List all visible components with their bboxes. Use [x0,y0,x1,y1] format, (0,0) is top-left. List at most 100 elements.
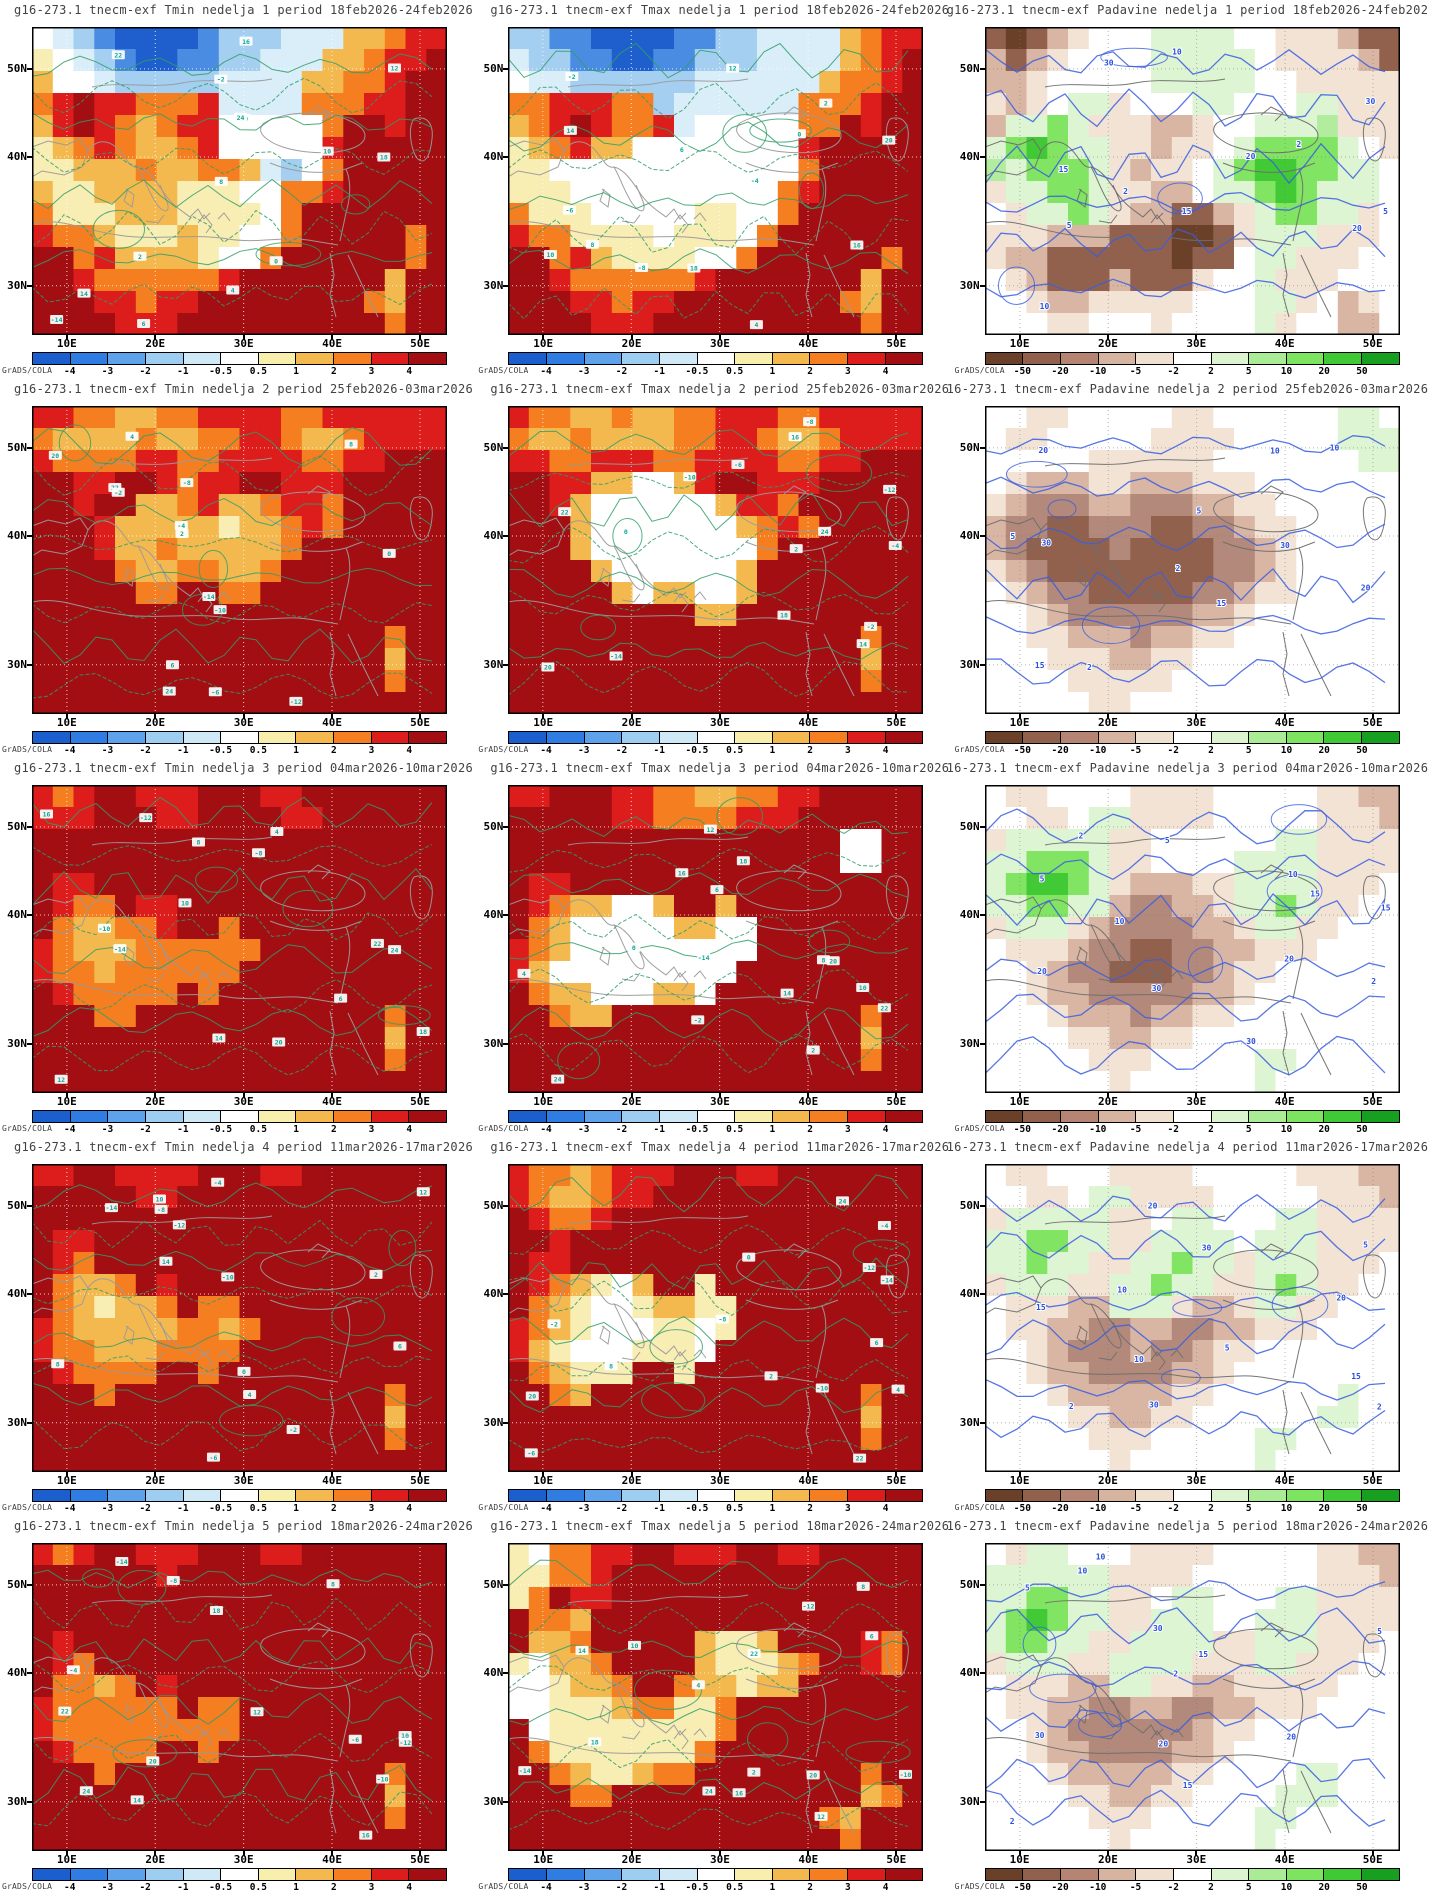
map-fill-cell [1192,428,1214,451]
contour-value-label: 18 [780,612,788,620]
map-fill-cell [612,71,634,94]
lon-tick [331,1093,334,1098]
map-fill-cell [260,450,282,473]
map-fill-cell [549,1274,572,1297]
map-fill-cell [1026,494,1048,517]
map-fill-cell [343,1208,365,1231]
lon-axis-label: 40E [1274,337,1295,350]
colorbar-segment [810,353,849,364]
map-fill-cell [1233,115,1256,138]
map-fill-cell [695,450,717,473]
colorbar-tick-label: 4 [882,745,889,756]
map-fill-cell [177,1071,199,1093]
colorbar-tick-label: 4 [406,1882,413,1893]
map-fill-cell [653,582,676,605]
map-frame [508,406,924,714]
map-fill-cell [322,516,344,539]
map-fill-cell [1212,939,1235,962]
map-fill-cell [156,1609,178,1632]
map-fill-cell [1233,269,1256,292]
map-fill-cell [1233,137,1256,160]
map-fill-cell [1275,247,1297,270]
map-fill-cell [198,538,220,561]
map-fill-cell [736,1186,759,1209]
map-fill-cell [529,1384,551,1407]
contour-line [984,88,1386,128]
map-fill-cell [736,1543,759,1566]
coastline [269,1299,363,1379]
map-fill-cell [1295,291,1318,314]
map-fill-cell [1171,582,1193,605]
map-fill-cell [632,1274,655,1297]
map-fill-cell [343,1807,365,1830]
map-fill-cell [902,1428,924,1451]
map-fill-cell [736,873,759,896]
map-fill-cell [1378,181,1400,204]
map-fill-cell [1171,939,1193,962]
map-fill-cell [405,538,427,561]
map-fill-cell [1005,1005,1027,1028]
map-fill-cell [798,428,821,451]
map-fill-cell [1358,313,1380,335]
coastline [1150,591,1184,613]
map-fill-cell [1109,829,1131,852]
map-fill-cell [1150,851,1173,874]
map-fill-cell [322,428,344,451]
map-fill-cell [695,961,717,984]
map-fill-cell [218,1631,241,1654]
map-fill-cell [1192,291,1214,314]
colorbar-segment [1211,732,1250,743]
map-fill-cell [1067,313,1090,335]
map-fill-cell [778,1609,800,1632]
contour-line [508,192,909,211]
map-fill-cell [135,1543,158,1566]
map-fill-cell [73,560,95,583]
map-fill-cell [798,895,821,918]
map-fill-cell [364,1543,386,1566]
map-fill-cell [115,560,137,583]
coastline [568,1215,749,1225]
map-fill-cell [695,1208,717,1231]
map-fill-cell [1192,49,1214,72]
map-fill-cell [715,71,738,94]
map-fill-cell [798,1208,821,1231]
map-fill-cell [94,269,116,292]
map-fill-cell [135,626,158,649]
lat-tick [979,663,985,666]
map-fill-cell [715,560,738,583]
map-fill-cell [115,1653,137,1676]
map-fill-cell [653,137,676,160]
contour-loop [1270,804,1327,835]
map-fill-cell [301,560,324,583]
map-fill-cell [301,692,324,714]
map-fill-cell [52,1565,75,1588]
map-fill-cell [1026,917,1048,940]
map-fill-cell [1046,115,1069,138]
colorbar-segment [735,732,773,743]
map-fill-cell [1046,807,1069,830]
map-fill-cell [301,1208,324,1231]
colorbar-tick-label: 3 [368,745,375,756]
map-fill-cell [1316,917,1339,940]
map-fill-cell [1005,1318,1027,1341]
map-fill-cell [861,917,883,940]
map-fill-cell [32,27,54,50]
map-fill-cell [364,225,386,248]
map-fill-cell [1150,1027,1173,1050]
map-fill-cell [1192,115,1214,138]
map-fill-cell [1109,1049,1131,1072]
map-fill-cell [115,1807,137,1830]
map-fill-cell [798,225,821,248]
map-fill-cell [384,961,407,984]
contour-value-label: 24 [554,1076,562,1084]
contour-value-label: 15 [1058,165,1068,174]
map-fill-cell [736,1406,759,1429]
map-fill-cell [384,225,407,248]
map-fill-cell [1026,1071,1048,1093]
lon-axis-label: 10E [56,1095,77,1108]
map-fill-cell [1337,1406,1359,1429]
map-fill-cell [177,1164,199,1187]
lon-axis-label: 50E [1362,1474,1383,1487]
map-fill-cell [1295,939,1318,962]
